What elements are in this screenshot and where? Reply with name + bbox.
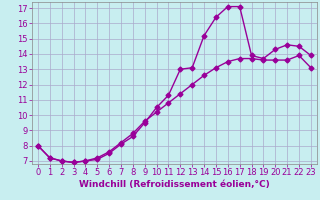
X-axis label: Windchill (Refroidissement éolien,°C): Windchill (Refroidissement éolien,°C) — [79, 180, 270, 189]
